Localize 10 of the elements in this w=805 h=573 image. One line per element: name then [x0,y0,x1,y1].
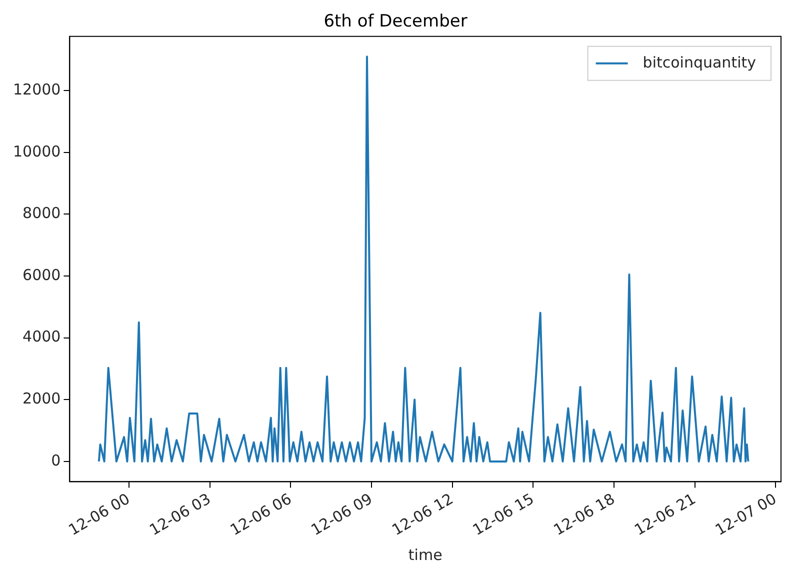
x-axis-title: time [408,546,442,564]
legend-label: bitcoinquantity [642,53,756,72]
y-tick-label: 4000 [22,328,61,346]
y-tick-label: 0 [51,451,61,470]
y-tick-label: 6000 [22,266,61,284]
y-tick-label: 8000 [22,204,61,222]
chart-title: 6th of December [324,12,468,32]
y-tick-label: 2000 [22,390,61,408]
y-tick-label: 12000 [13,80,61,99]
y-tick-label: 10000 [13,142,61,160]
